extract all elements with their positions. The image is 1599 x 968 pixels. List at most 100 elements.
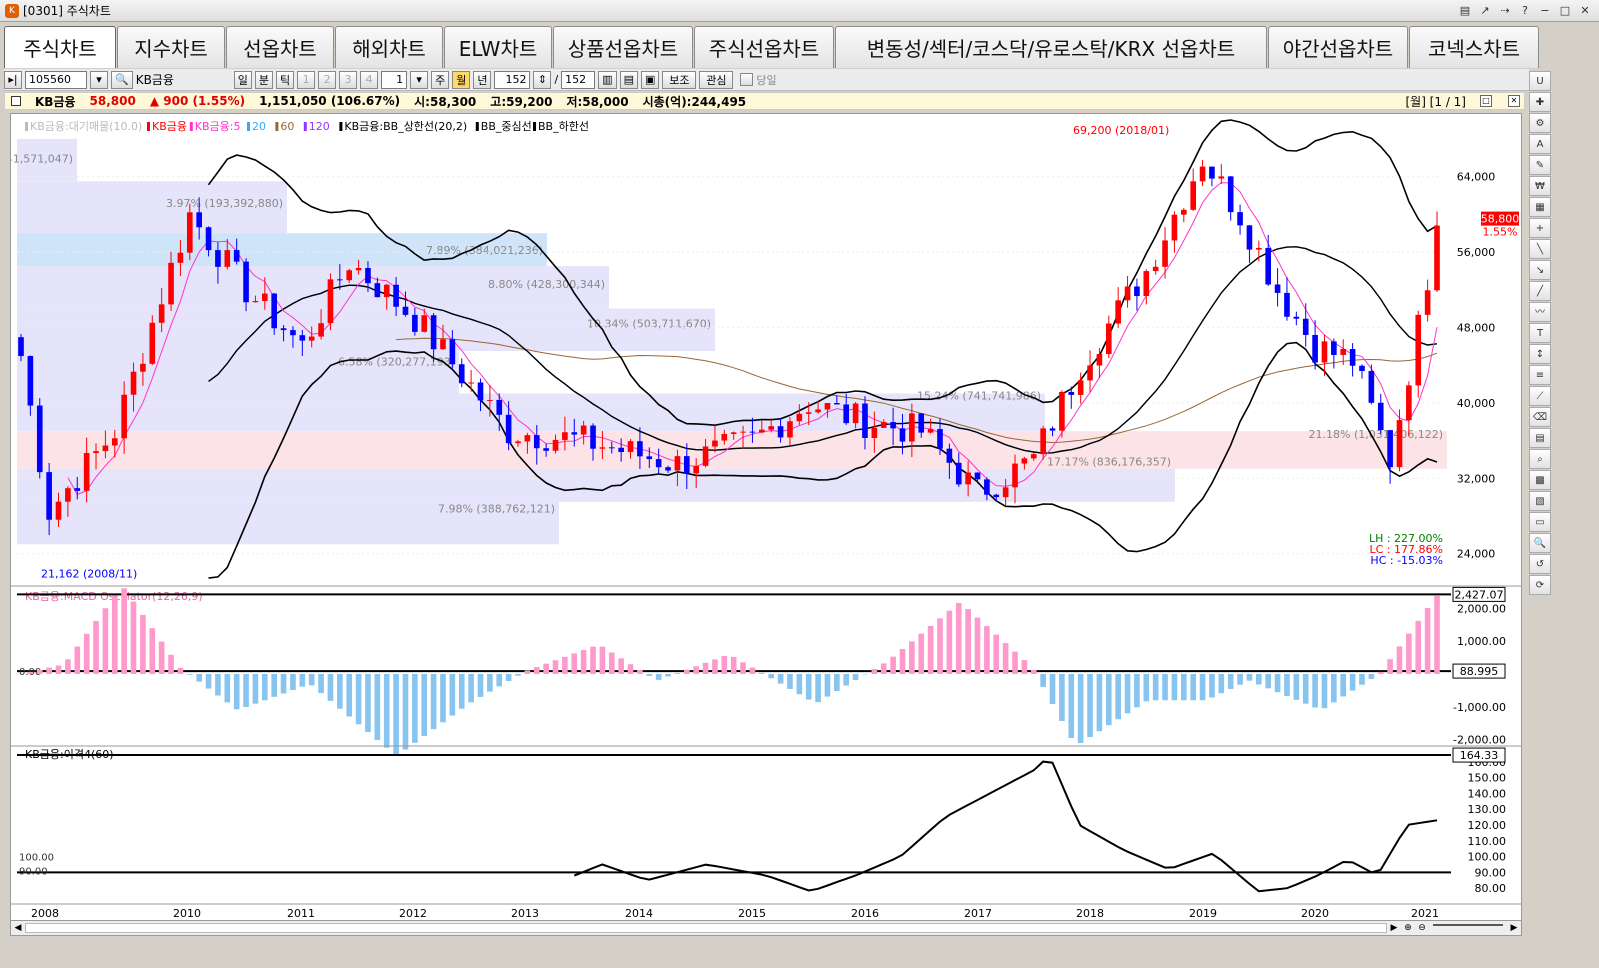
period-year-button[interactable]: 년 (473, 70, 492, 89)
tab-elw-chart[interactable]: ELW차트 (444, 26, 552, 68)
tool-trend-icon[interactable]: 〰 (1529, 302, 1551, 322)
tool-gear-icon[interactable]: ⚙ (1529, 113, 1551, 133)
macd-bar (1209, 674, 1215, 698)
indicator-icon[interactable]: ▤ (619, 70, 638, 89)
interval-1-button[interactable]: 1 (297, 70, 316, 89)
candle-body (1237, 212, 1243, 226)
tab-overseas-chart[interactable]: 해외차트 (335, 26, 443, 68)
tool-settings-icon[interactable]: ✚ (1529, 92, 1551, 112)
dangil-checkbox[interactable] (740, 73, 754, 86)
count-spin-icon[interactable]: ⇕ (533, 70, 552, 89)
minimize-icon[interactable]: − (1540, 4, 1550, 17)
tool-fan-icon[interactable]: ⟋ (1529, 386, 1551, 406)
quote-checkbox[interactable] (11, 96, 21, 106)
tool-all-icon[interactable]: A (1529, 134, 1551, 154)
macd-bar (102, 608, 109, 674)
tool-search-icon[interactable]: 🔍 (1529, 533, 1551, 553)
window-menu-icon[interactable]: ▤ (1459, 4, 1471, 17)
tool-refresh-icon[interactable]: ⟳ (1529, 575, 1551, 595)
tool-pencil-icon[interactable]: ✎ (1529, 155, 1551, 175)
chart-area[interactable]: 0.85% (41,571,047) 3.97% (193,392,880) 7.8… (0, 113, 1522, 929)
period-day-button[interactable]: 일 (233, 70, 252, 89)
tool-chart-icon[interactable]: ▧ (1529, 491, 1551, 511)
interval-2-button[interactable]: 2 (318, 70, 337, 89)
interest-button[interactable]: 관심 (699, 70, 734, 89)
scroll-left-icon[interactable]: ◀ (14, 923, 22, 933)
tab-index-chart[interactable]: 지수차트 (117, 26, 225, 68)
tab-volatility-chart[interactable]: 변동성/섹터/코스닥/유로스탁/KRX 선옵차트 (835, 26, 1267, 68)
tool-zoom-icon[interactable]: ⌕ (1529, 449, 1551, 469)
scroll-right-icon[interactable]: ▶ (1390, 923, 1398, 933)
tab-konex-chart[interactable]: 코넥스차트 (1409, 26, 1539, 68)
interval-dropdown-icon[interactable]: ▾ (410, 70, 429, 89)
candle-body (993, 494, 1000, 498)
macd-bar (1377, 671, 1384, 674)
tool-fib-icon[interactable]: ≡ (1529, 365, 1551, 385)
candle-body (111, 438, 118, 446)
horizontal-scrollbar[interactable]: ◀ ▶ ⊕ ⊖ ▶ (10, 920, 1522, 936)
tool-cross-icon[interactable]: + (1529, 218, 1551, 238)
tab-stock-chart[interactable]: 주식차트 (4, 26, 116, 68)
chart-type-icon[interactable]: ▥ (598, 70, 617, 89)
count-input[interactable]: 152 (494, 70, 531, 89)
tool-line-icon[interactable]: ╲ (1529, 239, 1551, 259)
range-stat: LH : 227.00% (1369, 532, 1443, 545)
tool-box-icon[interactable]: ▭ (1529, 512, 1551, 532)
macd-bar (880, 663, 887, 674)
tool-volume-icon[interactable]: ▦ (1529, 197, 1551, 217)
tool-erase-icon[interactable]: ⌫ (1529, 407, 1551, 427)
zoom-out-icon[interactable]: ⊖ (1418, 923, 1426, 933)
close-icon[interactable]: ✕ (1580, 4, 1590, 17)
tab-commodity-chart[interactable]: 상품선옵차트 (553, 26, 693, 68)
tab-stock-futures-chart[interactable]: 주식선옵차트 (694, 26, 834, 68)
code-dropdown-icon[interactable]: ▾ (90, 70, 108, 89)
search-icon[interactable]: 🔍 (111, 70, 133, 89)
macd-bar (852, 674, 859, 680)
disp-axis-tick: 150.00 (1468, 772, 1507, 785)
zoom-slider[interactable] (1433, 924, 1503, 932)
scroll-track[interactable] (25, 923, 1387, 933)
stock-code-input[interactable]: 105560 (25, 70, 87, 89)
period-month-button[interactable]: 월 (452, 70, 471, 89)
bojo-button[interactable]: 보조 (662, 70, 697, 89)
help-icon[interactable]: ? (1522, 4, 1528, 17)
tool-ray-icon[interactable]: ↘ (1529, 260, 1551, 280)
xaxis-tick: 2018 (1076, 907, 1104, 920)
zoom-in-icon[interactable]: ⊕ (1404, 923, 1412, 933)
panel-restore-icon[interactable]: □ (1480, 95, 1492, 107)
bb-upper-line (207, 119, 1438, 427)
panel-close-icon[interactable]: ✕ (1508, 95, 1520, 107)
macd-bar (608, 652, 615, 674)
disp-axis-tick: 100.00 (1468, 851, 1507, 864)
tool-grid-icon[interactable]: ▩ (1529, 470, 1551, 490)
macd-bar (824, 674, 831, 697)
macd-bar (1068, 674, 1075, 738)
period-minute-button[interactable]: 분 (254, 70, 273, 89)
maximize-icon[interactable]: □ (1559, 4, 1571, 17)
candle-body (327, 279, 334, 324)
xaxis-tick: 2008 (31, 907, 59, 920)
link-icon[interactable]: ↗ (1480, 4, 1490, 17)
period-tick-button[interactable]: 틱 (275, 70, 295, 89)
macd-bar (805, 674, 812, 700)
tool-u-icon[interactable]: U (1529, 71, 1551, 91)
chart-svg[interactable]: 0.85% (41,571,047) 3.97% (193,392,880) 7.8… (0, 114, 1521, 920)
tool-diagonal-icon[interactable]: ╱ (1529, 281, 1551, 301)
pin-icon[interactable]: ⇢ (1500, 4, 1510, 17)
interval-3-button[interactable]: 3 (339, 70, 358, 89)
screen-icon[interactable]: ▣ (640, 70, 660, 89)
tool-undo-icon[interactable]: ↺ (1529, 554, 1551, 574)
macd-bar (149, 628, 156, 674)
interval-4-button[interactable]: 4 (360, 70, 379, 89)
tool-price-icon[interactable]: ₩ (1529, 176, 1551, 196)
tab-night-chart[interactable]: 야간선옵차트 (1268, 26, 1408, 68)
scroll-end-icon[interactable]: ▶ (1510, 923, 1518, 933)
panel-toggle-icon[interactable]: ▸| (4, 70, 22, 89)
tool-vertical-icon[interactable]: ↕ (1529, 344, 1551, 364)
interval-select[interactable]: 1 (381, 70, 408, 89)
period-week-button[interactable]: 주 (431, 70, 450, 89)
tab-futures-chart[interactable]: 선옵차트 (226, 26, 334, 68)
tool-text-icon[interactable]: T (1529, 323, 1551, 343)
macd-zero-mark: 88.995 (1460, 665, 1499, 678)
tool-doc-icon[interactable]: ▤ (1529, 428, 1551, 448)
